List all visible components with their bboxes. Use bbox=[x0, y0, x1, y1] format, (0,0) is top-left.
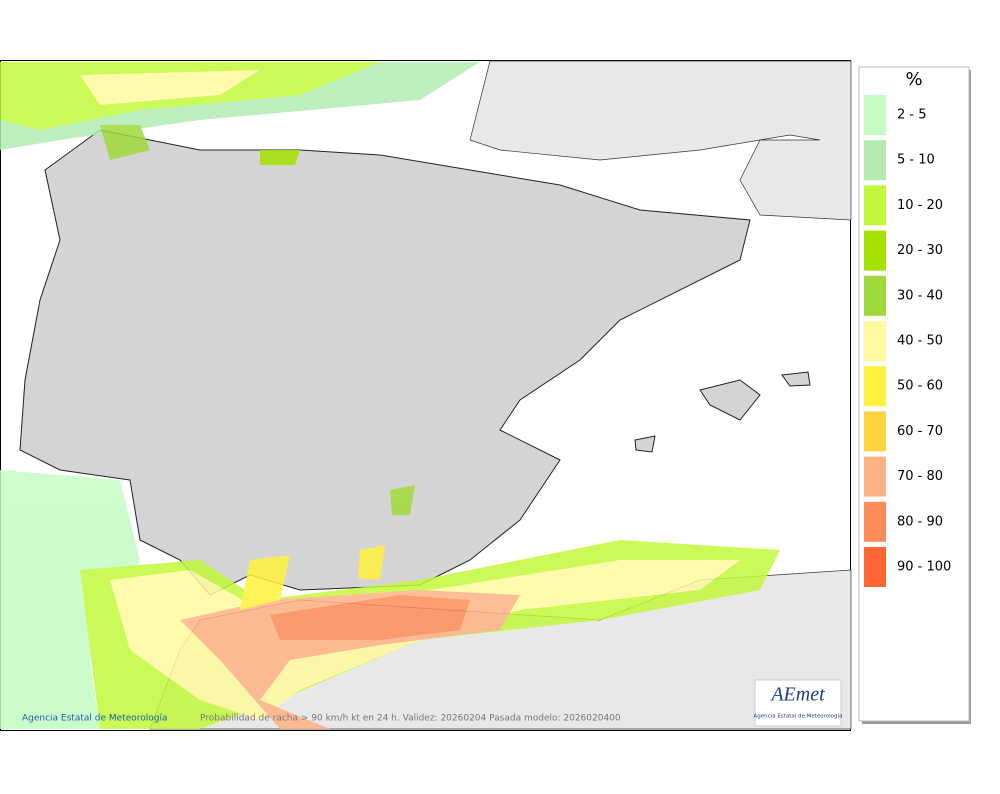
legend-label: 60 - 70 bbox=[897, 424, 943, 439]
legend-label: 90 - 100 bbox=[897, 560, 951, 575]
legend-swatch bbox=[864, 411, 886, 452]
legend-swatch bbox=[864, 456, 886, 497]
footer-caption: Probabilidad de racha > 90 km/h kt en 24… bbox=[200, 714, 621, 724]
legend-swatch bbox=[864, 275, 886, 316]
map: Agencia Estatal de Meteorología Probabil… bbox=[0, 60, 852, 731]
legend-swatch bbox=[864, 140, 886, 181]
legend-swatch bbox=[864, 185, 886, 226]
legend-title: % bbox=[905, 69, 922, 90]
legend-swatch bbox=[864, 547, 886, 587]
legend-swatch bbox=[864, 230, 886, 271]
land-france bbox=[469, 60, 852, 221]
probability-field bbox=[0, 62, 780, 729]
legend: % 2 - 5 5 - 10 10 - 20 20 - 30 30 - 40 40 - 5… bbox=[858, 66, 971, 724]
legend-label: 70 - 80 bbox=[897, 469, 943, 484]
legend-label: 5 - 10 bbox=[897, 153, 935, 168]
legend-label: 20 - 30 bbox=[897, 243, 943, 258]
footer-credit: Agencia Estatal de Meteorología bbox=[22, 714, 168, 724]
legend-swatch bbox=[864, 95, 886, 135]
legend-label: 80 - 90 bbox=[897, 514, 943, 529]
legend-swatch bbox=[864, 321, 886, 361]
logo-subtext: Agencia Estatal de Meteorología bbox=[754, 713, 843, 720]
legend-swatch bbox=[864, 366, 886, 407]
legend-label: 50 - 60 bbox=[897, 379, 943, 394]
legend-label: 40 - 50 bbox=[897, 334, 943, 349]
legend-label: 30 - 40 bbox=[897, 288, 943, 303]
legend-label: 10 - 20 bbox=[897, 198, 943, 213]
legend-label: 2 - 5 bbox=[897, 108, 927, 123]
logo-box bbox=[754, 679, 842, 727]
legend-swatch bbox=[864, 501, 886, 542]
island bbox=[699, 379, 761, 421]
logo-text: AEmet bbox=[769, 684, 825, 706]
land-iberia bbox=[19, 129, 751, 596]
island bbox=[781, 371, 811, 387]
island bbox=[634, 435, 656, 453]
